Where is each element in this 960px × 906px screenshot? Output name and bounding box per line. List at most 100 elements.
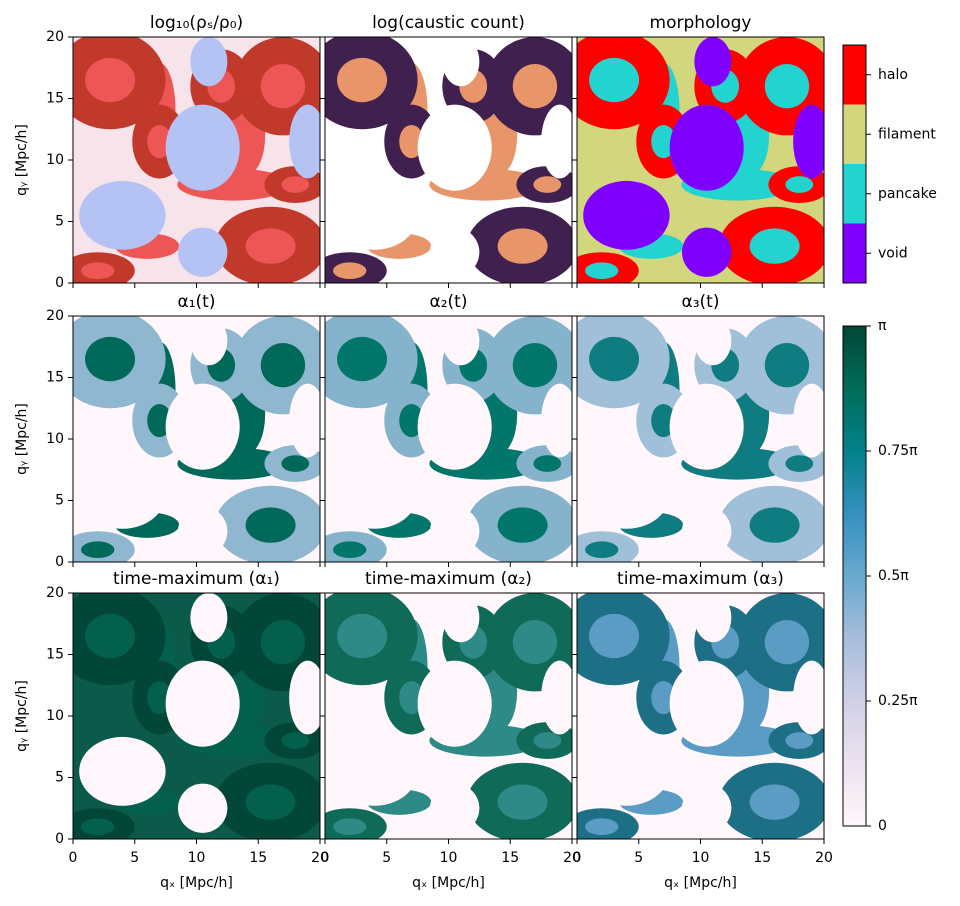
panel-image [73,316,320,562]
x-tick-label: 15 [753,850,771,866]
y-tick-label: 0 [55,275,64,291]
void-region [793,383,824,458]
halo-core [245,507,296,543]
void-region [177,506,228,556]
colorbar-segment [843,104,866,164]
panel-title: time-maximum (α₂) [365,569,532,589]
panel-title: α₁(t) [178,292,216,312]
void-region [793,104,824,179]
x-tick-label: 0 [573,850,582,866]
panel-image [325,316,572,562]
halo-core [651,403,676,438]
x-axis-label: qₓ [Mpc/h] [412,875,485,891]
colorbar-label: 0.5π [878,568,909,584]
void-region [289,104,320,179]
y-tick-label: 20 [46,585,64,601]
halo-core [85,613,136,659]
x-tick-label: 0 [69,850,78,866]
colorbar-label: halo [878,67,908,83]
y-tick-label: 0 [55,554,64,570]
void-region [289,660,320,735]
void-region [177,227,228,277]
x-tick-label: 20 [311,850,329,866]
void-region [429,506,480,556]
void-region [583,736,670,806]
halo-core [785,176,814,193]
y-tick-label: 5 [55,770,64,786]
halo-core [260,343,306,388]
x-axis-label: qₓ [Mpc/h] [664,875,737,891]
halo-core [85,336,136,382]
y-tick-label: 20 [46,29,64,45]
y-axis-label: qᵧ [Mpc/h] [14,403,30,475]
x-tick-label: 10 [692,850,710,866]
void-region [694,316,732,366]
halo-core [260,64,306,109]
y-axis-label: qᵧ [Mpc/h] [14,680,30,752]
y-tick-label: 10 [46,708,64,724]
y-tick-label: 20 [46,308,64,324]
halo-core [81,818,115,836]
x-tick-label: 5 [130,850,139,866]
y-tick-label: 15 [46,370,64,386]
void-region [429,783,480,833]
void-region [79,180,166,250]
halo-core [749,784,800,820]
x-tick-label: 15 [501,850,519,866]
colorbar-segment [843,45,866,105]
halo-core [333,262,367,280]
halo-core [147,680,172,715]
void-region [541,660,572,735]
halo-core [749,228,800,264]
void-region [79,736,166,806]
halo-core [399,403,424,438]
halo-core [533,455,562,472]
halo-core [147,403,172,438]
halo-core [589,336,640,382]
void-region [681,783,732,833]
halo-core [245,784,296,820]
x-tick-label: 20 [563,850,581,866]
x-tick-label: 10 [188,850,206,866]
void-region [331,736,418,806]
panel-image [577,37,824,283]
y-tick-label: 5 [55,493,64,509]
halo-core [589,57,640,103]
panel-title: α₂(t) [430,292,468,312]
void-region [190,316,228,366]
void-region [331,459,418,529]
void-region [331,180,418,250]
void-region [165,104,240,191]
halo-core [589,613,640,659]
halo-core [512,343,558,388]
colorbar-label: 0 [878,818,887,834]
void-region [165,660,240,747]
halo-core [764,620,810,665]
halo-core [337,57,388,103]
panel-image [73,593,320,839]
y-tick-label: 5 [55,214,64,230]
halo-core [399,680,424,715]
colorbar-label: void [878,245,908,261]
halo-core [399,124,424,159]
x-tick-label: 20 [815,850,833,866]
void-region [793,660,824,735]
halo-core [749,507,800,543]
panel-title: morphology [650,13,752,33]
void-region [681,227,732,277]
void-region [541,104,572,179]
void-region [669,383,744,470]
halo-core [785,455,814,472]
void-region [583,459,670,529]
x-axis-label: qₓ [Mpc/h] [160,875,233,891]
halo-core [585,262,619,280]
panel-title: log₁₀(ρₛ/ρ₀) [150,13,243,33]
colorbar-frame [842,44,867,284]
y-tick-label: 10 [46,431,64,447]
halo-core [785,732,814,749]
y-tick-label: 0 [55,831,64,847]
halo-core [497,507,548,543]
x-tick-label: 0 [321,850,330,866]
void-region [289,383,320,458]
